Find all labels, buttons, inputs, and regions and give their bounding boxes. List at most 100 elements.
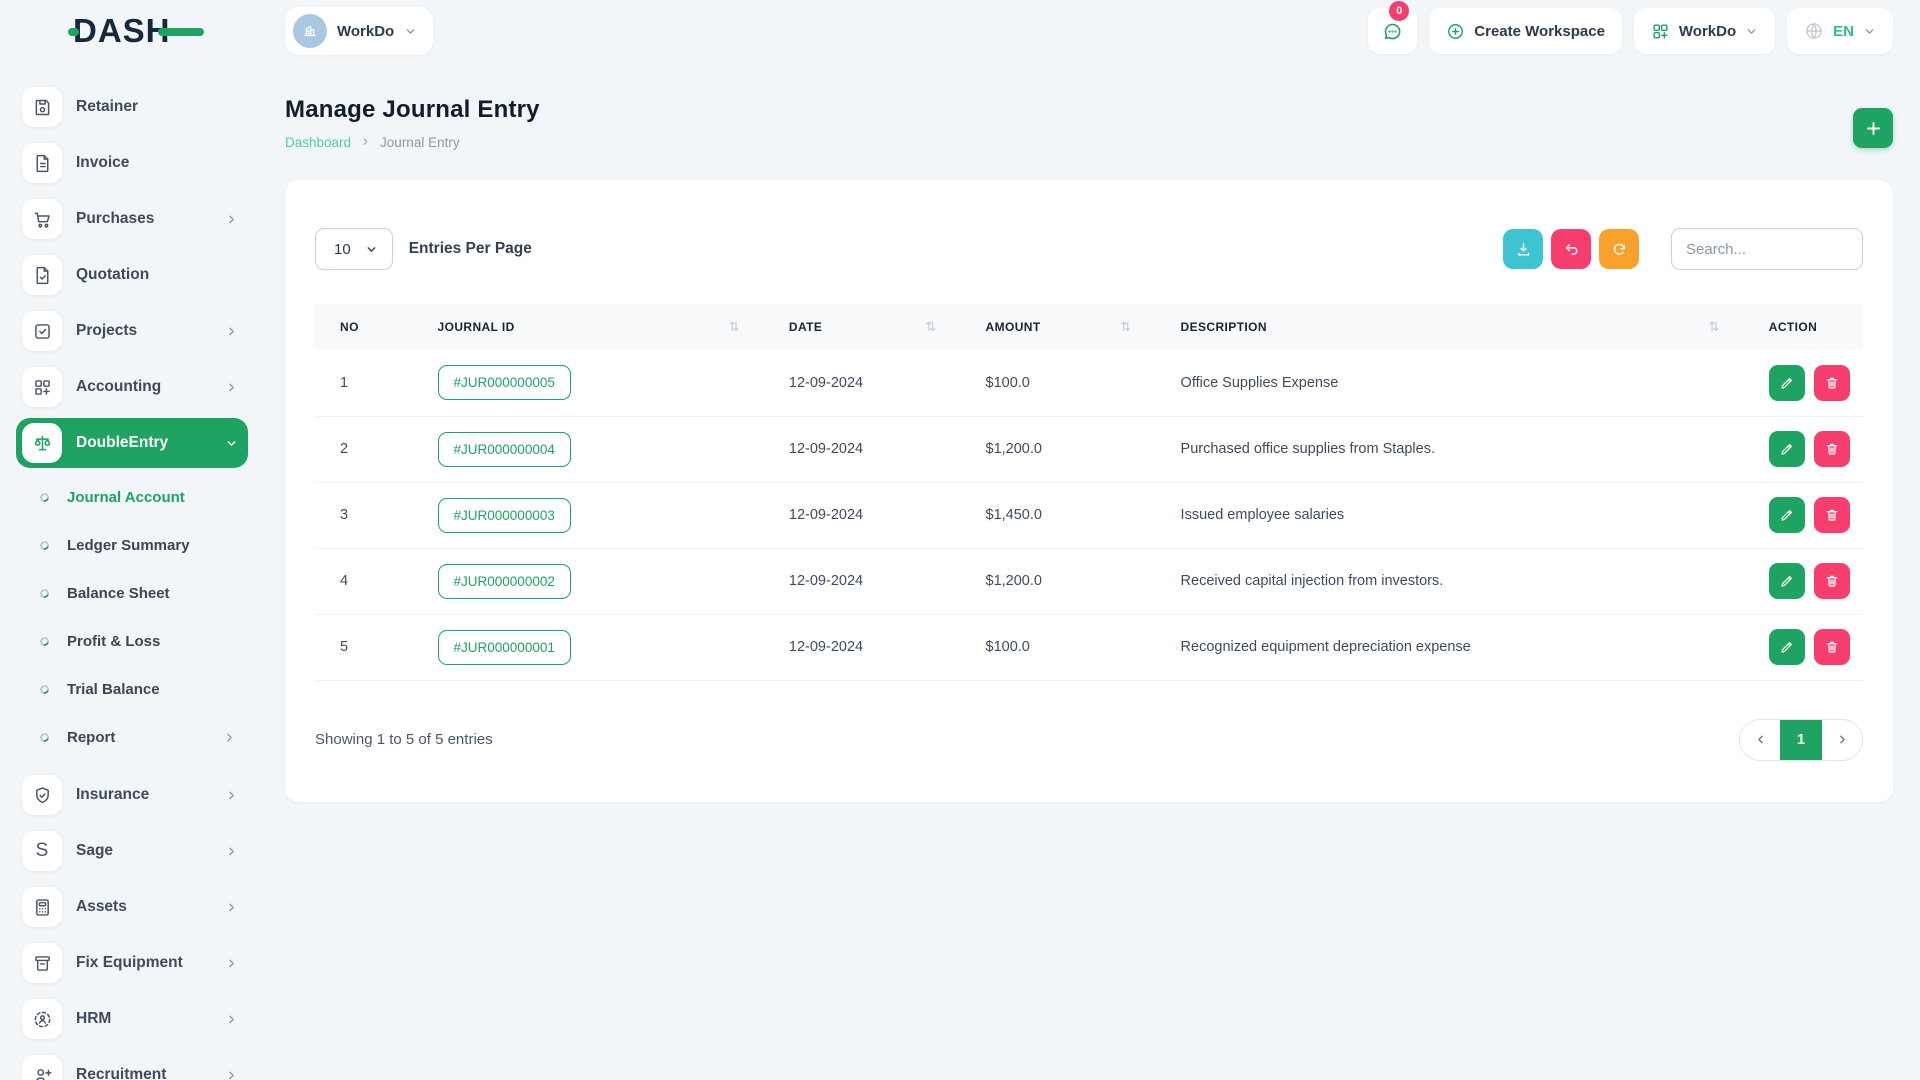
next-page-button[interactable] bbox=[1822, 719, 1862, 760]
chevron-right-icon bbox=[229, 1015, 234, 1023]
grid-plus-icon bbox=[22, 367, 62, 407]
delete-button[interactable] bbox=[1813, 629, 1850, 665]
sidebar-item-insurance[interactable]: Insurance bbox=[16, 770, 248, 820]
sidebar-item-sage[interactable]: S Sage bbox=[16, 826, 248, 876]
sort-icon[interactable]: ⇅ bbox=[728, 319, 740, 334]
sort-icon[interactable]: ⇅ bbox=[925, 319, 937, 334]
breadcrumb-dashboard-link[interactable]: Dashboard bbox=[285, 135, 352, 150]
chevron-down-icon bbox=[1865, 28, 1874, 34]
calculator-icon bbox=[22, 887, 62, 927]
submenu-item-report[interactable]: Report bbox=[16, 716, 248, 758]
sidebar-item-projects[interactable]: Projects bbox=[16, 306, 248, 356]
column-header-description[interactable]: DESCRIPTION ⇅ bbox=[1155, 304, 1744, 350]
table-row: 5 #JUR000000001 12-09-2024 $100.0 Recogn… bbox=[315, 614, 1863, 681]
download-icon bbox=[1517, 242, 1529, 256]
refresh-icon bbox=[1613, 243, 1625, 255]
sidebar-item-quotation[interactable]: Quotation bbox=[16, 250, 248, 300]
journal-entries-table: NO JOURNAL ID ⇅ DATE ⇅ AMOUNT ⇅ DESCRIPTION… bbox=[315, 304, 1863, 681]
chevron-right-icon bbox=[229, 959, 234, 967]
cell-description: Purchased office supplies from Staples. bbox=[1155, 416, 1744, 483]
previous-page-button[interactable] bbox=[1740, 719, 1780, 760]
plus-circle-icon bbox=[1448, 23, 1464, 39]
column-header-journal-id[interactable]: JOURNAL ID ⇅ bbox=[412, 304, 764, 350]
submenu-item-profit-loss[interactable]: Profit & Loss bbox=[16, 620, 248, 662]
page-number-current[interactable]: 1 bbox=[1780, 719, 1822, 760]
edit-button[interactable] bbox=[1768, 431, 1805, 467]
chevron-right-icon bbox=[229, 1071, 234, 1079]
journal-id-badge[interactable]: #JUR000000005 bbox=[437, 365, 571, 401]
messages-button[interactable]: 0 bbox=[1368, 1, 1418, 54]
sidebar-item-invoice[interactable]: Invoice bbox=[16, 138, 248, 188]
chevron-left-icon bbox=[1757, 735, 1763, 744]
undo-button[interactable] bbox=[1551, 229, 1591, 269]
journal-id-badge[interactable]: #JUR000000002 bbox=[437, 563, 571, 599]
submenu-item-ledger-summary[interactable]: Ledger Summary bbox=[16, 524, 248, 566]
column-header-action: ACTION bbox=[1743, 304, 1863, 350]
edit-button[interactable] bbox=[1768, 364, 1805, 401]
sidebar-item-accounting[interactable]: Accounting bbox=[16, 362, 248, 412]
archive-icon bbox=[22, 943, 62, 983]
cell-no: 1 bbox=[315, 350, 413, 417]
sidebar-item-retainer[interactable]: Retainer bbox=[16, 82, 248, 132]
workspace-switcher[interactable]: WorkDo bbox=[1633, 8, 1776, 54]
page-title: Manage Journal Entry bbox=[285, 96, 540, 123]
cell-date: 12-09-2024 bbox=[763, 548, 961, 615]
edit-button[interactable] bbox=[1768, 563, 1805, 599]
workspace-selector[interactable]: WorkDo bbox=[285, 7, 434, 55]
journal-id-badge[interactable]: #JUR000000003 bbox=[437, 497, 571, 533]
language-selector[interactable]: EN bbox=[1787, 8, 1893, 54]
chevron-right-icon bbox=[229, 847, 234, 855]
sidebar-item-hrm[interactable]: HRM bbox=[16, 994, 248, 1044]
main-content: Manage Journal Entry Dashboard Journal E… bbox=[258, 96, 1920, 802]
cell-amount: $1,450.0 bbox=[960, 482, 1156, 549]
trash-icon bbox=[1826, 575, 1838, 587]
sidebar-item-label: Recruitment bbox=[76, 1066, 167, 1080]
cell-date: 12-09-2024 bbox=[763, 350, 961, 417]
journal-id-badge[interactable]: #JUR000000004 bbox=[437, 431, 571, 467]
table-header-row: NO JOURNAL ID ⇅ DATE ⇅ AMOUNT ⇅ DESCRIPTION… bbox=[315, 304, 1863, 350]
delete-button[interactable] bbox=[1813, 563, 1850, 599]
chevron-right-icon bbox=[227, 733, 232, 741]
sort-icon[interactable]: ⇅ bbox=[1708, 319, 1720, 334]
logo[interactable]: DASH bbox=[0, 12, 258, 50]
logo-dash-icon bbox=[68, 28, 79, 36]
sidebar-item-label: DoubleEntry bbox=[76, 434, 169, 451]
sidebar-item-recruitment[interactable]: Recruitment bbox=[16, 1050, 248, 1080]
submenu-item-balance-sheet[interactable]: Balance Sheet bbox=[16, 572, 248, 614]
delete-button[interactable] bbox=[1813, 364, 1850, 401]
export-button[interactable] bbox=[1503, 229, 1543, 269]
grid-plus-icon bbox=[1653, 23, 1668, 39]
table-row: 2 #JUR000000004 12-09-2024 $1,200.0 Purc… bbox=[315, 416, 1863, 483]
chevron-right-icon bbox=[229, 903, 234, 911]
doubleentry-submenu: Journal Account Ledger Summary Balance S… bbox=[16, 474, 248, 770]
edit-button[interactable] bbox=[1768, 629, 1805, 665]
sidebar-item-purchases[interactable]: Purchases bbox=[16, 194, 248, 244]
search-input[interactable] bbox=[1671, 228, 1863, 270]
sidebar-item-label: Quotation bbox=[76, 266, 150, 283]
journal-id-badge[interactable]: #JUR000000001 bbox=[437, 629, 571, 665]
entries-per-page-select[interactable]: 10 bbox=[315, 228, 393, 270]
cell-date: 12-09-2024 bbox=[763, 416, 961, 483]
create-workspace-label: Create Workspace bbox=[1474, 22, 1605, 40]
pencil-icon bbox=[1781, 642, 1792, 653]
chevron-down-icon bbox=[227, 440, 236, 446]
delete-button[interactable] bbox=[1813, 431, 1850, 467]
workspace-switcher-label: WorkDo bbox=[1678, 22, 1737, 40]
bullet-icon bbox=[38, 634, 51, 648]
refresh-button[interactable] bbox=[1599, 229, 1639, 269]
shield-check-icon bbox=[22, 775, 62, 815]
table-row: 1 #JUR000000005 12-09-2024 $100.0 Office… bbox=[315, 350, 1863, 417]
column-header-date[interactable]: DATE ⇅ bbox=[763, 304, 961, 350]
column-header-amount[interactable]: AMOUNT ⇅ bbox=[960, 304, 1156, 350]
sidebar-item-fix-equipment[interactable]: Fix Equipment bbox=[16, 938, 248, 988]
sidebar-item-assets[interactable]: Assets bbox=[16, 882, 248, 932]
sort-icon[interactable]: ⇅ bbox=[1120, 319, 1132, 334]
sidebar-item-doubleentry[interactable]: DoubleEntry bbox=[16, 418, 248, 468]
cart-icon bbox=[22, 199, 62, 239]
create-journal-entry-button[interactable] bbox=[1853, 108, 1893, 148]
delete-button[interactable] bbox=[1813, 497, 1850, 533]
submenu-item-journal-account[interactable]: Journal Account bbox=[16, 476, 248, 518]
submenu-item-trial-balance[interactable]: Trial Balance bbox=[16, 668, 248, 710]
create-workspace-button[interactable]: Create Workspace bbox=[1429, 8, 1622, 54]
edit-button[interactable] bbox=[1768, 497, 1805, 533]
